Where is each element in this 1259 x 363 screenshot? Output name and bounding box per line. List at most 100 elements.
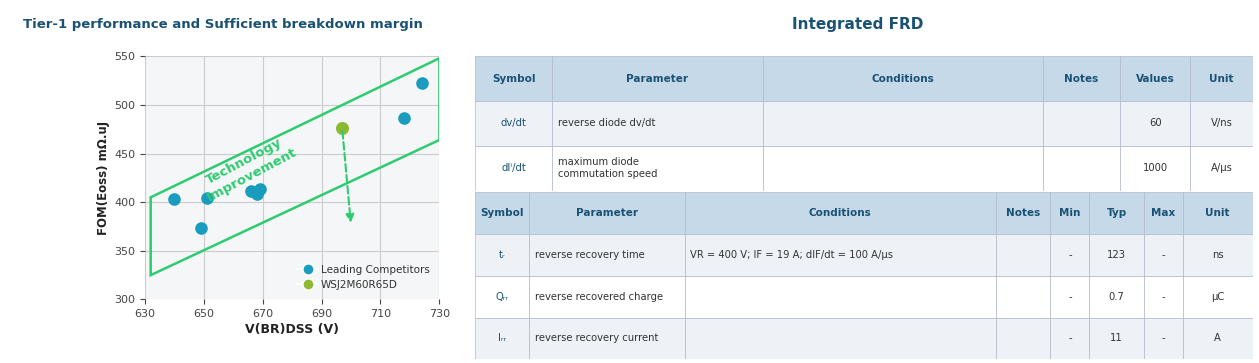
Text: Values: Values	[1136, 74, 1175, 83]
Text: -: -	[1068, 250, 1071, 260]
Point	[240, 189, 261, 195]
Bar	[763, 56, 1042, 101]
Bar	[529, 234, 685, 276]
Text: -: -	[1068, 334, 1071, 343]
Bar	[685, 318, 996, 359]
Bar	[1182, 192, 1253, 234]
Bar	[1089, 234, 1143, 276]
Bar	[475, 56, 553, 101]
Bar	[1121, 56, 1191, 101]
Bar	[685, 234, 996, 276]
Text: Tier-1 performance and Sufficient breakdown margin: Tier-1 performance and Sufficient breakd…	[23, 18, 423, 31]
Point	[332, 125, 353, 131]
Bar	[553, 56, 763, 101]
Text: Max: Max	[1151, 208, 1176, 218]
Text: -: -	[1161, 250, 1165, 260]
Point	[394, 115, 414, 121]
Bar	[529, 276, 685, 318]
Text: Conditions: Conditions	[871, 74, 934, 83]
Text: Unit: Unit	[1210, 74, 1234, 83]
Text: μC: μC	[1211, 292, 1224, 302]
Bar	[475, 276, 529, 318]
Bar	[996, 276, 1050, 318]
Text: Iᵣᵣ: Iᵣᵣ	[497, 334, 506, 343]
Bar	[1191, 146, 1253, 191]
Legend: Leading Competitors, WSJ2M60R65D: Leading Competitors, WSJ2M60R65D	[293, 261, 434, 294]
Bar	[1143, 318, 1182, 359]
Bar	[475, 101, 553, 146]
Bar	[553, 146, 763, 191]
Bar	[475, 192, 529, 234]
Point	[190, 225, 210, 231]
Text: reverse recovery time: reverse recovery time	[535, 250, 645, 260]
Bar	[1089, 318, 1143, 359]
Text: -: -	[1068, 292, 1071, 302]
Bar	[1042, 101, 1121, 146]
Text: 0.7: 0.7	[1109, 292, 1124, 302]
Text: Symbol: Symbol	[492, 74, 535, 83]
Point	[196, 195, 217, 201]
Text: reverse recovery current: reverse recovery current	[535, 334, 658, 343]
Bar	[1042, 146, 1121, 191]
Bar	[1143, 234, 1182, 276]
Bar	[1143, 192, 1182, 234]
Bar	[1182, 234, 1253, 276]
Text: Notes: Notes	[1006, 208, 1040, 218]
Text: dv/dt: dv/dt	[501, 118, 526, 129]
Bar	[529, 192, 685, 234]
Bar	[1089, 192, 1143, 234]
Bar	[1121, 146, 1191, 191]
X-axis label: V(BR)DSS (V): V(BR)DSS (V)	[246, 323, 339, 337]
Bar	[763, 101, 1042, 146]
Text: Symbol: Symbol	[480, 208, 524, 218]
Bar	[1050, 192, 1089, 234]
Text: dIⁱ/dt: dIⁱ/dt	[501, 163, 526, 173]
Text: 123: 123	[1107, 250, 1126, 260]
Text: maximum diode
commutation speed: maximum diode commutation speed	[558, 158, 657, 179]
Text: -: -	[1161, 334, 1165, 343]
Bar	[475, 146, 553, 191]
Bar	[1050, 234, 1089, 276]
Bar	[1050, 276, 1089, 318]
Bar	[996, 192, 1050, 234]
Point	[249, 185, 269, 191]
Bar	[529, 318, 685, 359]
Text: 11: 11	[1110, 334, 1123, 343]
Text: Conditions: Conditions	[810, 208, 871, 218]
Bar	[475, 318, 529, 359]
Text: V/ns: V/ns	[1211, 118, 1233, 129]
Text: Technology
Improvement: Technology Improvement	[198, 132, 298, 204]
Text: Parameter: Parameter	[627, 74, 689, 83]
Text: ns: ns	[1212, 250, 1224, 260]
Bar	[1182, 318, 1253, 359]
Text: 60: 60	[1149, 118, 1162, 129]
Bar	[996, 318, 1050, 359]
Bar	[1143, 276, 1182, 318]
Text: reverse diode dv/dt: reverse diode dv/dt	[558, 118, 655, 129]
Text: A/μs: A/μs	[1211, 163, 1233, 173]
Bar	[1191, 101, 1253, 146]
Bar	[685, 192, 996, 234]
Bar	[763, 146, 1042, 191]
Bar	[996, 234, 1050, 276]
Text: Notes: Notes	[1064, 74, 1099, 83]
Text: Unit: Unit	[1205, 208, 1230, 218]
Text: Integrated FRD: Integrated FRD	[792, 17, 923, 32]
Bar	[1182, 276, 1253, 318]
Text: Qᵣᵣ: Qᵣᵣ	[495, 292, 509, 302]
Bar	[1089, 276, 1143, 318]
Text: tᵣ: tᵣ	[499, 250, 505, 260]
Bar	[1191, 56, 1253, 101]
Point	[247, 192, 267, 197]
Point	[164, 196, 184, 202]
Bar	[685, 276, 996, 318]
Text: Parameter: Parameter	[575, 208, 638, 218]
Text: VR = 400 V; IF = 19 A; dIF/dt = 100 A/μs: VR = 400 V; IF = 19 A; dIF/dt = 100 A/μs	[690, 250, 893, 260]
Text: Typ: Typ	[1107, 208, 1127, 218]
Bar	[553, 101, 763, 146]
Bar	[1042, 56, 1121, 101]
Bar	[475, 234, 529, 276]
Text: reverse recovered charge: reverse recovered charge	[535, 292, 662, 302]
Bar	[1050, 318, 1089, 359]
Y-axis label: FOM(Eoss) mΩ.uJ: FOM(Eoss) mΩ.uJ	[97, 121, 110, 235]
